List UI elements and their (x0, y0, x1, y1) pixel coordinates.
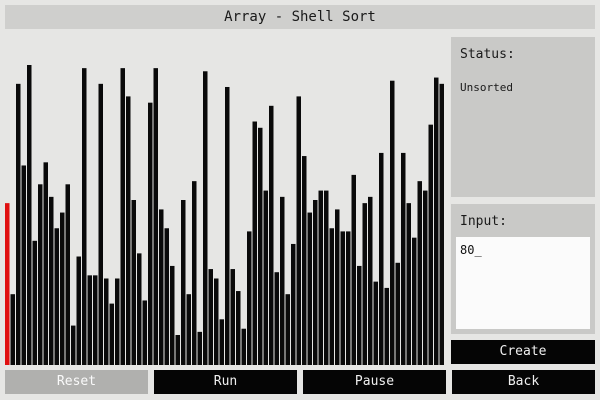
array-bar (10, 294, 15, 365)
array-bar (291, 243, 296, 365)
array-bar (225, 86, 230, 365)
array-bar (390, 80, 395, 365)
array-bar (423, 190, 428, 365)
array-bar (181, 200, 186, 365)
array-bar (263, 190, 268, 365)
array-bar (379, 152, 384, 365)
array-bar (307, 212, 312, 365)
array-bar (131, 200, 136, 365)
array-bar (335, 209, 340, 365)
array-bar (434, 77, 439, 365)
array-bar (412, 237, 417, 365)
pause-button[interactable]: Pause (303, 370, 446, 394)
array-bar (76, 256, 81, 365)
back-button[interactable]: Back (452, 370, 595, 394)
array-bar (153, 68, 158, 365)
array-bar (148, 102, 153, 365)
window-title: Array - Shell Sort (5, 5, 595, 29)
array-bar-chart (5, 37, 445, 365)
array-bar (230, 269, 235, 365)
input-field[interactable]: 80_ (456, 237, 590, 329)
array-bar (252, 121, 257, 365)
array-bar (280, 196, 285, 365)
array-bar (197, 331, 202, 365)
array-bar (285, 294, 290, 365)
array-bar (247, 231, 252, 365)
array-bar (269, 105, 274, 365)
array-bar (109, 303, 114, 365)
status-value: Unsorted (460, 81, 513, 94)
array-bar (60, 212, 65, 365)
array-bar (373, 281, 378, 365)
array-bar (384, 287, 389, 365)
array-bar (21, 165, 26, 365)
array-bar (346, 231, 351, 365)
array-bar (274, 272, 279, 365)
array-bar (417, 181, 422, 365)
array-bar (439, 83, 444, 365)
input-heading: Input: (460, 214, 507, 229)
array-bar (428, 124, 433, 365)
array-bar (296, 96, 301, 365)
array-bar (98, 83, 103, 365)
array-bar (395, 262, 400, 365)
array-bar (115, 278, 120, 365)
array-bar (142, 300, 147, 365)
array-bar (82, 68, 87, 365)
array-bar (318, 190, 323, 365)
reset-button[interactable]: Reset (5, 370, 148, 394)
array-bar (54, 228, 59, 365)
array-bar (71, 325, 76, 365)
array-bar (175, 335, 180, 365)
array-bar (170, 265, 175, 365)
array-bar-highlighted (5, 203, 10, 365)
array-bar (258, 127, 263, 365)
array-bar (137, 253, 142, 365)
array-bar (236, 291, 241, 365)
array-bar (49, 196, 54, 365)
array-bar (120, 68, 125, 365)
status-panel: Status: Unsorted (451, 37, 595, 197)
array-bar (357, 265, 362, 365)
run-button[interactable]: Run (154, 370, 297, 394)
array-bar (164, 228, 169, 365)
array-bar (203, 71, 208, 365)
array-bar (65, 184, 70, 365)
array-bar (104, 278, 109, 365)
status-heading: Status: (460, 47, 515, 62)
array-bar (126, 96, 131, 365)
array-bar (16, 83, 21, 365)
array-bar (241, 328, 246, 365)
array-bar (368, 196, 373, 365)
array-bar (32, 240, 37, 365)
array-bar (43, 162, 48, 365)
array-bar (329, 228, 334, 365)
array-bar (406, 203, 411, 365)
array-bar (186, 294, 191, 365)
array-bar (192, 181, 197, 365)
array-bar (214, 278, 219, 365)
array-bar (93, 275, 98, 365)
array-bar (313, 200, 318, 365)
array-bar (401, 152, 406, 365)
array-bar (208, 269, 213, 365)
array-bar (351, 174, 356, 365)
array-bar (159, 209, 164, 365)
array-bars (5, 65, 444, 365)
create-button[interactable]: Create (451, 340, 595, 364)
array-bar (302, 156, 307, 365)
input-panel: Input: 80_ (451, 204, 595, 334)
array-bar (362, 203, 367, 365)
array-bar (87, 275, 92, 365)
array-bar (324, 190, 329, 365)
array-bar (38, 184, 43, 365)
array-bar (219, 319, 224, 365)
array-bar (340, 231, 345, 365)
array-bar (27, 65, 32, 365)
